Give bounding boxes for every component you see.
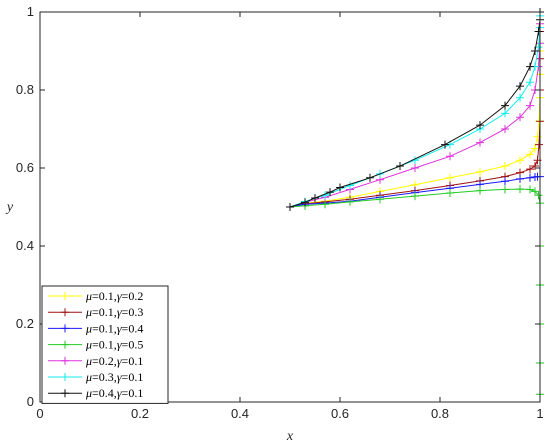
legend-label: μ=0.1,γ=0.2 [85,289,143,303]
data-point [526,173,534,182]
legend-item: μ=0.1,γ=0.2 [48,289,143,303]
x-tick-label: 0.8 [431,406,449,421]
y-tick-label: 0.6 [16,160,34,175]
legend-item: μ=0.3,γ=0.1 [48,370,143,384]
x-axis-label: x [286,429,294,444]
series-line [289,12,541,208]
data-point [411,164,419,172]
y-tick-label: 0.2 [16,316,34,331]
data-point [526,78,534,87]
legend-label: μ=0.1,γ=0.5 [85,338,143,352]
data-point [476,138,484,147]
data-point [346,197,354,206]
legend-item: μ=0.1,γ=0.5 [48,338,143,352]
legend-marker [61,324,69,333]
y-tick-label: 0 [27,394,34,409]
data-point [535,140,543,149]
data-point [446,188,454,197]
data-point [446,152,454,161]
legend-item: μ=0.1,γ=0.3 [48,305,143,319]
y-tick-label: 0.4 [16,238,34,253]
legend-marker [61,373,69,381]
legend-label: μ=0.4,γ=0.1 [85,386,143,400]
legend-item: μ=0.2,γ=0.1 [48,354,143,368]
data-point [501,185,509,194]
legend-label: μ=0.1,γ=0.4 [85,321,143,335]
x-tick-label: 0 [36,406,43,421]
data-point [501,162,509,171]
data-point [286,203,294,211]
y-axis-label: y [5,200,14,215]
data-point [501,109,509,118]
data-point [326,188,334,197]
data-point [441,140,449,149]
tick-layer: 0 0.2 0.4 0.6 0.8 1 0 0.2 0.4 0.6 0.8 1 [16,4,544,421]
data-point [516,156,524,165]
plot-frame [39,11,541,403]
legend-marker [61,340,69,349]
data-point [301,198,309,207]
data-point [531,144,539,153]
data-point [516,174,524,183]
legend: μ=0.1,γ=0.2 μ=0.1,γ=0.3 μ=0.1,γ=0.4 μ=0.1,γ… [41,285,169,404]
x-tick-label: 1 [536,406,543,421]
data-point [526,101,534,110]
legend-marker [61,389,69,398]
legend-item: μ=0.1,γ=0.4 [48,321,143,335]
data-point [501,125,509,133]
data-point [531,162,539,171]
series-line [289,12,541,208]
data-point [516,185,524,194]
data-point [526,185,534,194]
legend-marker [61,292,69,300]
series-line [289,12,541,208]
data-point [476,121,484,130]
data-point [336,183,344,192]
x-tick-label: 0.2 [131,406,149,421]
legend-label: μ=0.1,γ=0.3 [85,305,143,319]
data-point [516,113,524,122]
legend-label: μ=0.3,γ=0.1 [85,370,143,384]
legend-marker [61,308,69,317]
legend-marker [61,356,69,365]
data-point [311,194,319,203]
legend-label: μ=0.2,γ=0.1 [85,354,143,368]
data-point [526,150,534,159]
data-point [501,101,509,110]
data-point [516,93,524,102]
data-point [396,162,404,171]
data-point [411,192,419,201]
data-point [534,27,543,36]
data-point [531,47,539,55]
x-tick-label: 0.6 [331,406,349,421]
data-point [534,191,543,200]
data-point [501,177,509,186]
y-tick-label: 0.8 [16,82,34,97]
data-point [376,195,384,204]
data-point [516,82,524,91]
data-point [526,165,534,174]
data-point [526,62,534,71]
data-point [366,173,374,182]
data-point [446,173,454,182]
data-point [321,200,329,209]
legend-item: μ=0.4,γ=0.1 [48,386,143,400]
y-tick-label: 1 [27,4,34,19]
x-tick-label: 0.4 [231,406,249,421]
data-point [476,186,484,195]
data-point [476,167,484,176]
data-point [531,187,539,196]
